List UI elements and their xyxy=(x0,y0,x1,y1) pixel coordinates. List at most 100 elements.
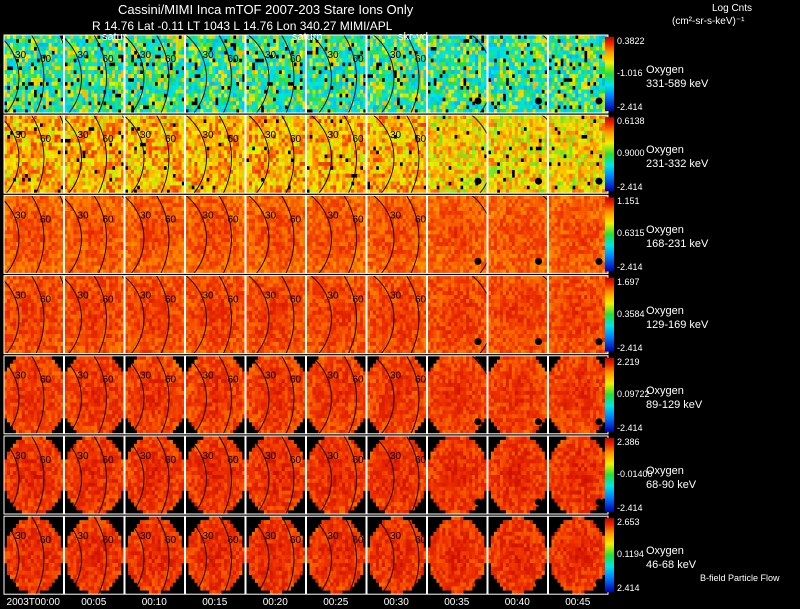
image-panel xyxy=(548,34,609,114)
flow-marker xyxy=(595,97,603,105)
contour-line xyxy=(185,436,207,514)
contour-line xyxy=(343,516,357,595)
flow-marker xyxy=(474,578,482,586)
panel-frame xyxy=(64,435,125,515)
colorbar-max: 2.219 xyxy=(617,357,640,367)
contour-label: 60 xyxy=(40,134,52,145)
contour-line xyxy=(93,195,107,274)
colorbar-mid: -1.016 xyxy=(617,69,643,78)
contour-line xyxy=(4,520,20,595)
contour-line xyxy=(310,195,332,274)
image-panel xyxy=(427,355,488,435)
time-label: 00:30 xyxy=(384,598,409,608)
contour-line xyxy=(405,355,420,434)
image-panel: 30 60 xyxy=(124,114,185,194)
contour-label: 30 xyxy=(140,451,152,462)
contour-line xyxy=(247,355,270,434)
time-label: 00:15 xyxy=(202,598,227,608)
contour-line xyxy=(64,438,82,514)
channel-species: Oxygen xyxy=(646,224,684,237)
contour-label: 30 xyxy=(78,371,90,382)
image-panel: 30 60 xyxy=(245,355,306,435)
contour-line xyxy=(343,275,357,354)
contour-label: 60 xyxy=(290,535,302,546)
contour-line xyxy=(405,35,420,113)
contour-label: 60 xyxy=(103,295,115,306)
contour-label: 60 xyxy=(103,455,115,466)
contour-line xyxy=(280,275,295,354)
contour-line xyxy=(280,436,295,514)
time-label: 00:10 xyxy=(142,598,167,608)
image-panel: 30 60 xyxy=(245,515,306,595)
panel-frame xyxy=(245,34,306,114)
panel-frame xyxy=(124,435,185,515)
contour-line xyxy=(405,115,420,194)
contour-label: 60 xyxy=(165,214,177,225)
contour-label: 60 xyxy=(353,214,365,225)
image-panel: 30 60 xyxy=(366,194,427,274)
panel-frame xyxy=(306,34,367,114)
contour-line xyxy=(405,275,420,354)
panel-frame xyxy=(487,515,548,595)
contour-line xyxy=(372,115,395,194)
contour-line xyxy=(4,360,20,434)
image-panel: 30 60 xyxy=(306,194,367,274)
contour-label: 30 xyxy=(15,210,27,221)
contour-line xyxy=(218,195,232,274)
image-panel: 30 60 xyxy=(185,355,246,435)
contour-line xyxy=(343,436,357,514)
contour-label: 30 xyxy=(328,291,340,302)
colorbar-mid: 0.9000 xyxy=(617,149,645,158)
time-label: 00:45 xyxy=(565,598,590,608)
contour-label: 60 xyxy=(165,54,177,65)
panel-frame xyxy=(64,275,125,355)
panel-frame xyxy=(366,275,427,355)
colorbar-max: 1.697 xyxy=(617,277,640,287)
contour-label: 30 xyxy=(203,291,215,302)
contour-line xyxy=(93,355,107,434)
image-panel: 30 60 xyxy=(366,275,427,355)
panel-frame xyxy=(3,114,64,194)
contour-label: 60 xyxy=(40,54,52,65)
contour-line xyxy=(155,35,170,113)
channel-species: Oxygen xyxy=(646,64,684,77)
panel-frame xyxy=(185,355,246,435)
image-panel: 30 60 xyxy=(124,515,185,595)
panel-frame xyxy=(185,114,246,194)
image-panel: 30 60 xyxy=(185,194,246,274)
image-panel: 30 60 xyxy=(306,355,367,435)
contour-label: 30 xyxy=(15,531,27,542)
contour-line xyxy=(125,276,145,354)
flow-marker xyxy=(595,578,603,586)
contour-line xyxy=(4,199,20,274)
flow-marker xyxy=(595,498,603,506)
image-panel: 30 60 xyxy=(366,435,427,515)
contour-line xyxy=(218,115,232,194)
contour-label: 30 xyxy=(78,451,90,462)
panel-frame xyxy=(427,194,488,274)
colorbar-max: 0.6138 xyxy=(617,117,645,126)
image-panel: 30 60 xyxy=(3,355,64,435)
contour-label: 60 xyxy=(40,455,52,466)
panel-frame xyxy=(3,194,64,274)
image-panel xyxy=(427,34,488,114)
time-label: 2003T00:00 xyxy=(7,598,60,608)
image-panel xyxy=(427,515,488,595)
panel-frame xyxy=(427,515,488,595)
panel-frame xyxy=(124,355,185,435)
channel-species: Oxygen xyxy=(646,465,684,478)
panel-frame xyxy=(427,275,488,355)
contour-label: 60 xyxy=(353,375,365,386)
contour-label: 30 xyxy=(390,371,402,382)
contour-label: 60 xyxy=(353,54,365,65)
contour-line xyxy=(155,436,170,514)
panel-frame xyxy=(427,355,488,435)
colorbar xyxy=(605,518,614,593)
image-panel: 30 60 xyxy=(366,114,427,194)
flow-marker xyxy=(535,338,542,346)
panel-frame xyxy=(306,515,367,595)
image-panel: 30 60 xyxy=(64,194,125,274)
time-label: 00:20 xyxy=(263,598,288,608)
colorbar-units: (cm²-sr-s-keV)⁻¹ xyxy=(672,17,744,27)
figure-title: Cassini/MIMI Inca mTOF 2007-203 Stare Io… xyxy=(118,3,413,16)
